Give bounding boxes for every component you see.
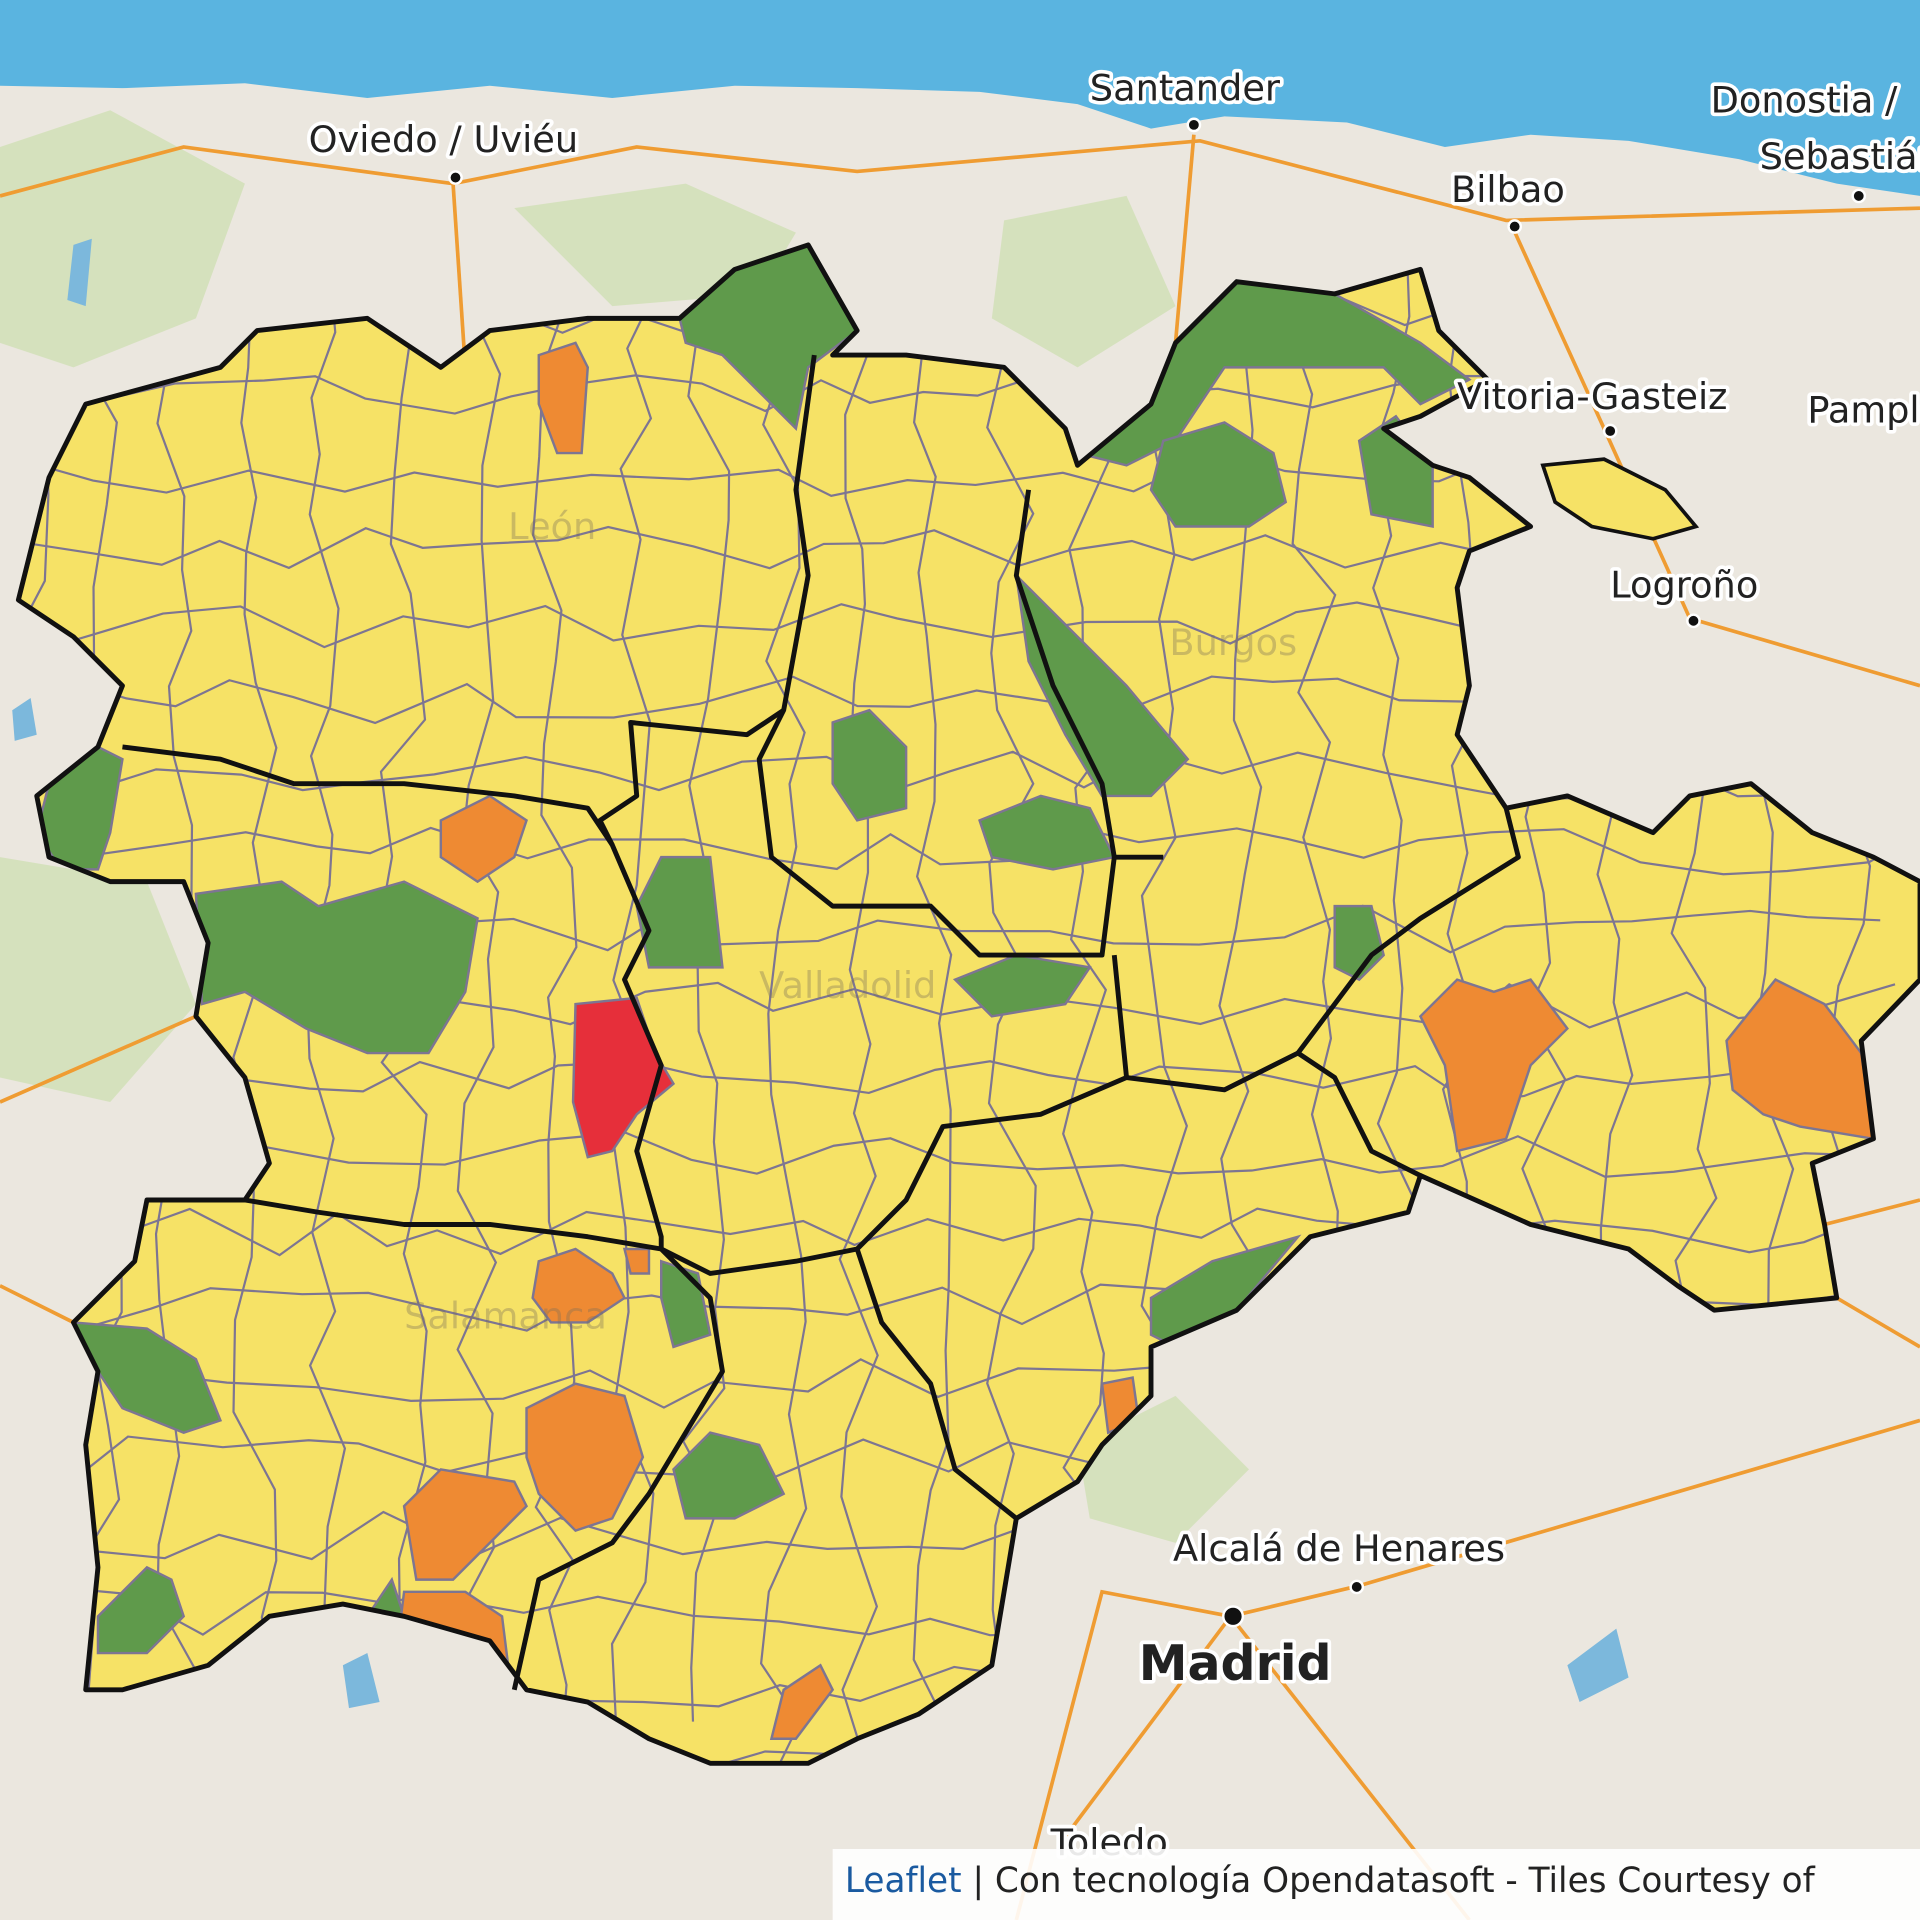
place-label: Salamanca [404, 1295, 607, 1338]
attribution-box [832, 1848, 1920, 1920]
zone-orange [537, 341, 590, 455]
zone-green [672, 1431, 786, 1520]
place-label: Valladolid [759, 964, 936, 1007]
province-borders [18, 245, 1920, 1763]
attribution-separator: | [972, 1861, 984, 1901]
municipal-border [18, 1060, 1865, 1105]
city-dots [448, 117, 1867, 1628]
zone-green [635, 855, 724, 969]
zone-green [952, 953, 1092, 1018]
attribution-link[interactable]: Leaflet [845, 1861, 962, 1901]
place-label: Donostia / [1711, 79, 1898, 122]
zone-orange [531, 1247, 627, 1324]
enclave [1540, 457, 1700, 541]
place-label: Sebastián [1760, 135, 1920, 178]
zone-orange [622, 1247, 651, 1275]
zone-green [194, 880, 479, 1055]
place-label: Bilbao [1451, 168, 1565, 211]
zone-green [96, 1565, 186, 1655]
place-label: Pamplona [1807, 388, 1920, 431]
zone-green [831, 708, 908, 822]
municipal-border [838, 244, 879, 1741]
municipal-border [759, 244, 808, 1764]
municipal-border [607, 244, 658, 1764]
zone-orange [1418, 978, 1569, 1153]
municipal-border [910, 244, 953, 1734]
zone-orange [769, 1663, 835, 1740]
place-label: Oviedo / Uviéu [309, 118, 579, 161]
zone-green [71, 1321, 223, 1434]
place-label: Madrid [1139, 1635, 1332, 1692]
place-label: Burgos [1169, 621, 1297, 664]
place-label: León [508, 505, 596, 548]
zone-orange [402, 1468, 529, 1581]
municipal-border [18, 1131, 1863, 1178]
place-label: Alcalá de Henares [1173, 1527, 1505, 1570]
municipal-border [531, 244, 578, 1764]
zone-green [1333, 904, 1386, 982]
zone-orange [525, 1382, 645, 1533]
attribution: Leaflet | Con tecnología Opendatasoft - … [845, 1861, 1816, 1901]
place-label: Santander [1090, 66, 1281, 109]
labels: Burgos Valladolid Salamanca León Santand… [305, 63, 1920, 1868]
zone-green [1149, 421, 1288, 528]
attribution-text: Con tecnología Opendatasoft - Tiles Cour… [995, 1861, 1816, 1901]
zone-green [1014, 572, 1190, 798]
water [12, 238, 1629, 1709]
place-label: Logroño [1610, 564, 1758, 607]
place-label: Vitoria-Gasteiz [1457, 375, 1727, 418]
zone-orange [439, 794, 528, 884]
sea [0, 0, 1920, 196]
municipal-border [18, 826, 1920, 876]
